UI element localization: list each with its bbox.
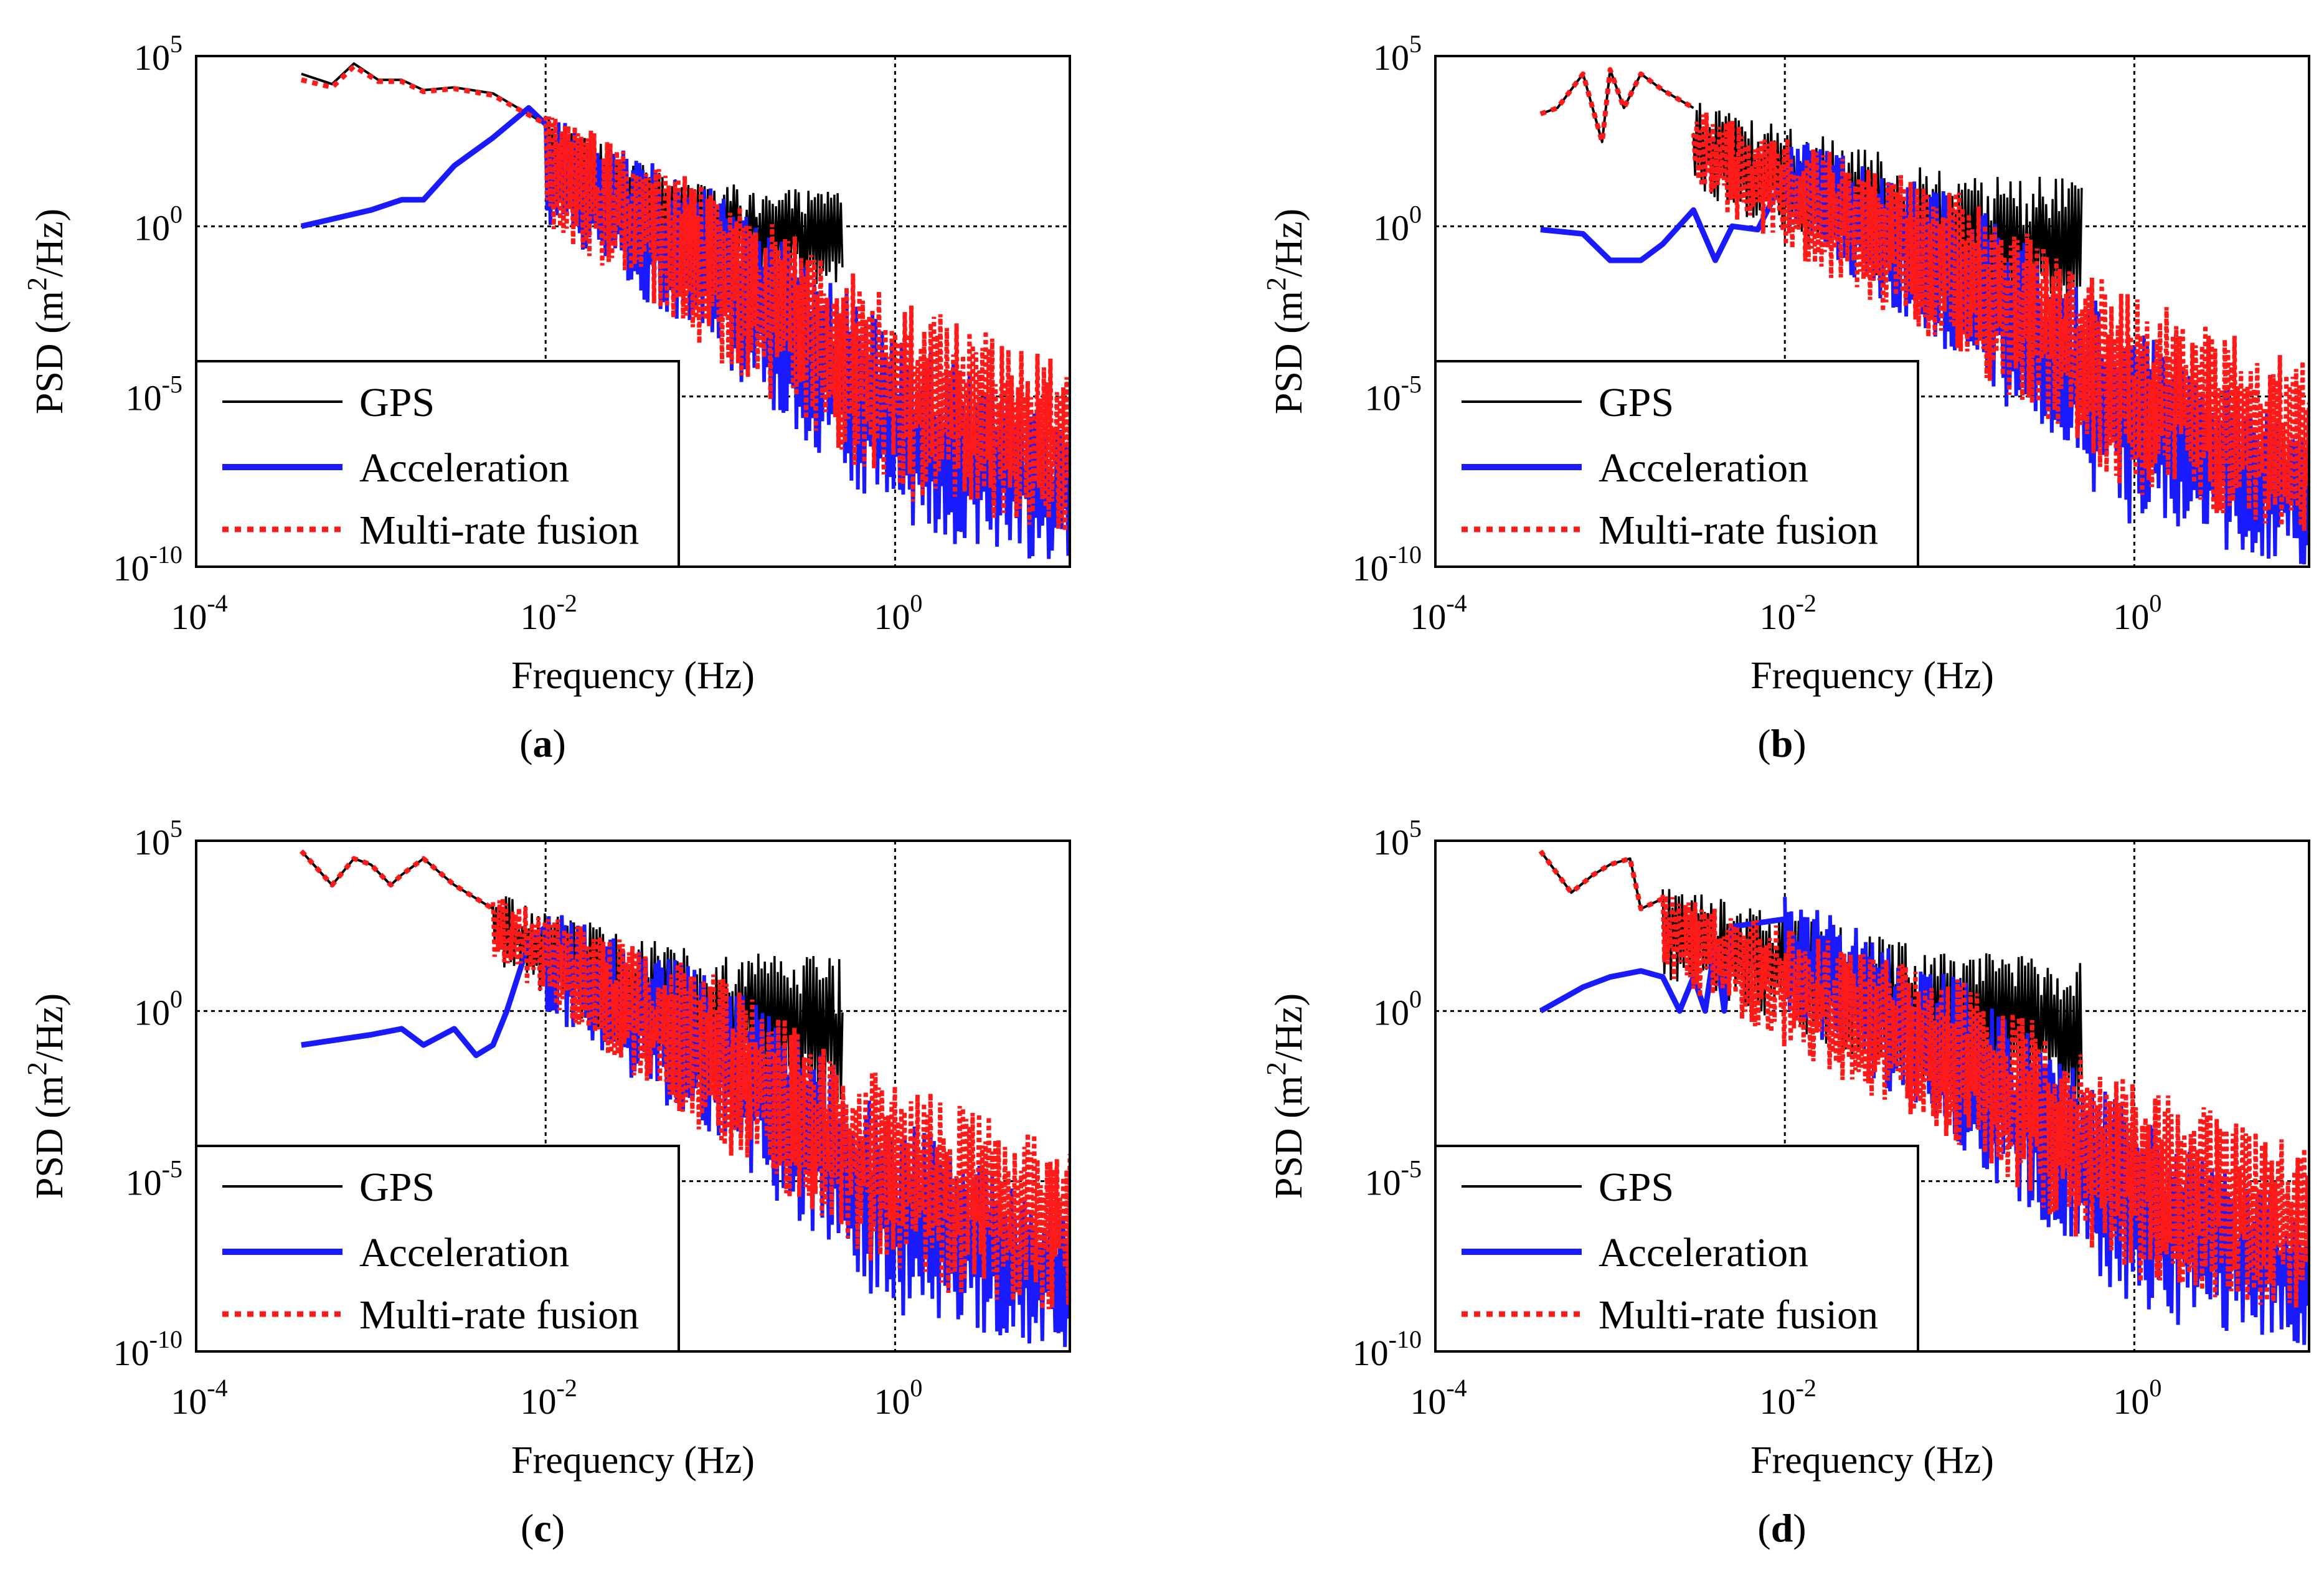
y-axis-label: PSD (m2/Hz) xyxy=(22,993,71,1199)
plot-area xyxy=(300,62,1070,559)
legend-box xyxy=(1434,1145,1919,1353)
series-noise-band xyxy=(491,898,1070,1310)
legend-label: Acceleration xyxy=(359,1230,569,1275)
x-tick-label: 10-2 xyxy=(521,589,577,637)
legend-label: Multi-rate fusion xyxy=(359,508,639,553)
series-trend-line xyxy=(1539,916,1785,1014)
series-multi-rate-fusion xyxy=(299,849,1070,1310)
x-axis-label: Frequency (Hz) xyxy=(511,655,755,697)
x-tick-label: 10-4 xyxy=(171,1374,227,1422)
y-tick-label: 10-10 xyxy=(1353,1325,1422,1373)
y-tick-label: 100 xyxy=(134,985,182,1033)
y-tick-label: 10-5 xyxy=(1365,1155,1422,1203)
series-noise-band xyxy=(1660,894,2309,1308)
y-tick-label: 10-5 xyxy=(126,371,182,419)
y-tick-label: 10-10 xyxy=(113,1325,182,1373)
series-trend-line xyxy=(301,924,548,1058)
series-noise-band xyxy=(1691,112,2309,531)
series-trend-line xyxy=(299,849,494,911)
y-tick-label: 10-5 xyxy=(1365,371,1422,419)
legend-label: GPS xyxy=(1599,1165,1674,1210)
x-tick-label: 10-4 xyxy=(171,589,227,637)
legend-label: Acceleration xyxy=(359,445,569,491)
panel-caption: (c) xyxy=(521,1506,565,1550)
y-tick-label: 105 xyxy=(134,815,182,863)
legend-label: Acceleration xyxy=(1599,445,1808,491)
y-axis-label: PSD (m2/Hz) xyxy=(1261,209,1310,414)
x-axis-label: Frequency (Hz) xyxy=(511,1439,755,1482)
legend-label: GPS xyxy=(359,380,435,425)
x-tick-label: 10-4 xyxy=(1410,1374,1467,1422)
y-tick-label: 100 xyxy=(1373,985,1422,1033)
legend-label: GPS xyxy=(1599,380,1674,425)
y-tick-label: 10-10 xyxy=(1353,541,1422,589)
panel-caption: (a) xyxy=(519,721,566,765)
legend-label: GPS xyxy=(359,1165,435,1210)
plot-area xyxy=(1538,849,2309,1345)
x-tick-label: 10-2 xyxy=(1760,589,1816,637)
panel-caption: (d) xyxy=(1757,1506,1806,1550)
legend: GPS Acceleration Multi-rate fusion xyxy=(1434,1145,1919,1353)
x-tick-label: 10-2 xyxy=(521,1374,577,1422)
y-tick-label: 105 xyxy=(1373,815,1422,863)
x-tick-label: 10-4 xyxy=(1410,589,1467,637)
x-tick-label: 100 xyxy=(2113,589,2161,637)
legend: GPS Acceleration Multi-rate fusion xyxy=(1434,360,1919,568)
x-tick-label: 100 xyxy=(874,589,922,637)
y-tick-label: 105 xyxy=(1373,30,1422,78)
y-tick-label: 100 xyxy=(134,200,182,248)
legend-label: Multi-rate fusion xyxy=(359,1292,639,1338)
x-tick-label: 100 xyxy=(2113,1374,2161,1422)
legend-label: Multi-rate fusion xyxy=(1599,508,1878,553)
plot-area xyxy=(1539,67,2309,565)
x-axis-label: Frequency (Hz) xyxy=(1750,655,1994,697)
legend: GPS Acceleration Multi-rate fusion xyxy=(195,1145,680,1353)
y-axis-label: PSD (m2/Hz) xyxy=(1261,993,1310,1199)
y-tick-label: 10-10 xyxy=(113,541,182,589)
plot-area xyxy=(299,849,1070,1347)
series-noise-band xyxy=(543,116,1070,531)
series-trend-line xyxy=(1539,67,1695,144)
series-trend-line xyxy=(300,64,547,126)
series-trend-line xyxy=(300,105,548,229)
x-tick-label: 100 xyxy=(874,1374,922,1422)
y-tick-label: 100 xyxy=(1373,200,1422,248)
legend: GPS Acceleration Multi-rate fusion xyxy=(195,360,680,568)
series-multi-rate-fusion xyxy=(1539,67,2309,531)
y-tick-label: 105 xyxy=(134,30,182,78)
y-tick-label: 10-5 xyxy=(126,1155,182,1203)
x-axis-label: Frequency (Hz) xyxy=(1750,1439,1994,1482)
legend-label: Acceleration xyxy=(1599,1230,1808,1275)
series-trend-line xyxy=(1540,174,1788,263)
series-multi-rate-fusion xyxy=(1538,849,2309,1308)
series-trend-line xyxy=(1538,849,1664,912)
panel-caption: (b) xyxy=(1757,721,1806,765)
legend-label: Multi-rate fusion xyxy=(1599,1292,1878,1338)
series-multi-rate-fusion xyxy=(300,64,1070,531)
y-axis-label: PSD (m2/Hz) xyxy=(22,209,71,414)
x-tick-label: 10-2 xyxy=(1760,1374,1816,1422)
